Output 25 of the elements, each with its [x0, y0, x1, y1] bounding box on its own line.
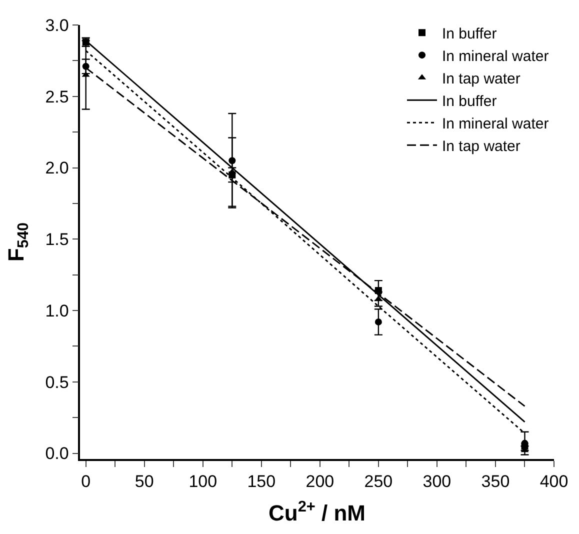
- x-tick-label: 0: [81, 472, 91, 492]
- x-tick-label: 50: [134, 472, 154, 492]
- legend-label: In buffer: [442, 25, 497, 42]
- y-tick-label: 1.0: [45, 301, 69, 320]
- y-tick-label: 0.5: [45, 372, 69, 392]
- x-tick-label: 250: [364, 472, 393, 492]
- point: [374, 318, 382, 326]
- y-tick-label: 2.0: [45, 158, 69, 178]
- legend-label: In tap water: [442, 138, 520, 155]
- y-tick-label: 2.5: [45, 87, 69, 106]
- point: [82, 71, 90, 77]
- legend-label: In mineral water: [442, 115, 549, 132]
- legend-label: In mineral water: [442, 48, 549, 65]
- y-tick-label: 1.5: [45, 230, 69, 250]
- x-axis-title: Cu$^{2+}$ / nM: [268, 498, 366, 526]
- x-tick-label: 350: [481, 472, 510, 492]
- x-tick-label: 200: [306, 472, 334, 492]
- x-tick-label: 300: [422, 472, 452, 492]
- y-tick-label: 3.0: [45, 16, 69, 35]
- legend-label: In tap water: [442, 70, 520, 88]
- x-tick-label: 150: [247, 472, 276, 492]
- legend-label: In buffer: [442, 92, 497, 110]
- x-tick-label: 100: [188, 472, 218, 492]
- y-tick-label: 0.0: [45, 444, 69, 464]
- x-tick-label: 400: [540, 472, 568, 492]
